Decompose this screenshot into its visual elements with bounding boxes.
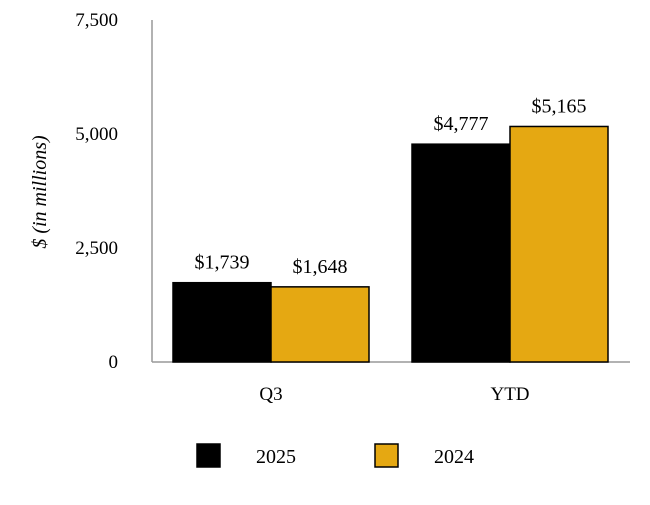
y-tick-label: 0	[109, 352, 119, 373]
bar-q3-2024	[270, 286, 370, 363]
x-tick-label: Q3	[259, 384, 282, 405]
y-tick-label: 7,500	[75, 10, 118, 31]
bar-ytd-2024	[509, 125, 609, 363]
bar-q3-2025	[172, 281, 272, 363]
y-axis-title: $ (in millions)	[29, 135, 51, 249]
y-ticks: 0 2,500 5,000 7,500	[75, 10, 118, 373]
data-labels: $1,739 $1,648 $4,777 $5,165	[195, 95, 587, 277]
legend-label: 2024	[434, 446, 474, 468]
data-label: $4,777	[434, 113, 489, 135]
y-tick-label: 2,500	[75, 238, 118, 259]
legend-swatch-2024	[374, 443, 399, 468]
y-tick-label: 5,000	[75, 124, 118, 145]
legend-swatch-2025	[196, 443, 221, 468]
legend-label: 2025	[256, 446, 296, 468]
data-label: $1,739	[195, 252, 250, 274]
x-ticks: Q3 YTD	[259, 384, 529, 405]
x-tick-label: YTD	[490, 384, 529, 405]
legend: 2025 2024	[196, 443, 474, 468]
bars	[172, 125, 609, 363]
bar-ytd-2025	[411, 143, 511, 363]
data-label: $1,648	[293, 256, 348, 278]
data-label: $5,165	[532, 95, 587, 117]
